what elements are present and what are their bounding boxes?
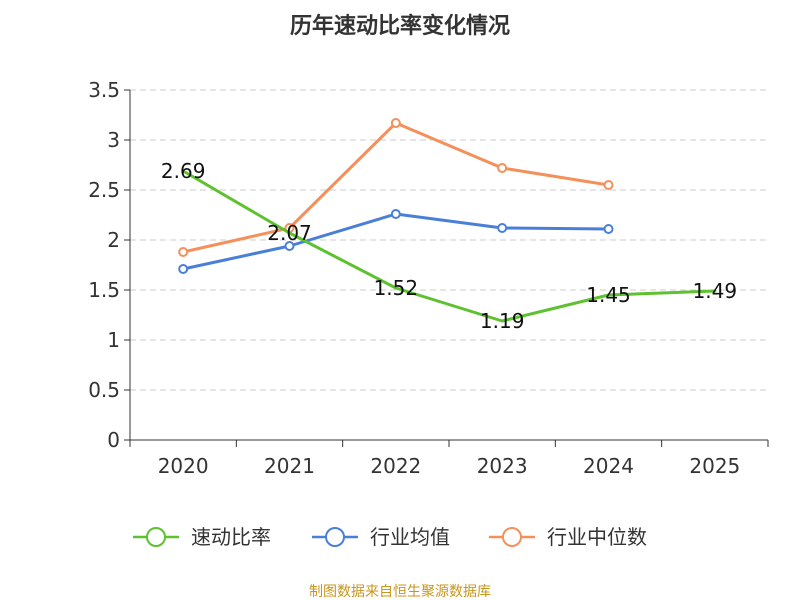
series-point-2: [390, 118, 401, 128]
y-tick-label: 2: [107, 228, 120, 252]
x-tick-label: 2020: [158, 454, 209, 478]
legend-item-2[interactable]: 行业中位数: [489, 525, 647, 549]
legend-label: 行业中位数: [547, 525, 647, 549]
data-label: 1.19: [480, 309, 525, 333]
legend-label: 速动比率: [191, 525, 271, 549]
chart-title: 历年速动比率变化情况: [290, 13, 510, 39]
series-point-2: [603, 180, 614, 190]
series-line-1: [181, 212, 610, 271]
x-tick-label: 2025: [689, 454, 740, 478]
legend-marker: [146, 527, 166, 547]
data-label: 2.07: [267, 221, 312, 245]
x-tick-label: 2021: [264, 454, 315, 478]
x-tick-label: 2024: [583, 454, 634, 478]
data-label: 2.69: [161, 159, 206, 183]
series-point-1: [178, 264, 189, 274]
legend-marker: [502, 527, 522, 547]
series-point-1: [284, 241, 295, 251]
y-tick-label: 0: [107, 428, 120, 452]
data-labels: 2.69 2.07 1.52 1.19 1.45 1.49: [161, 159, 737, 333]
legend-item-1[interactable]: 行业均值: [312, 525, 450, 549]
series-point-1: [497, 223, 508, 233]
source-note: 制图数据来自恒生聚源数据库: [309, 584, 491, 600]
series-point-1: [390, 209, 401, 219]
series-point-2: [497, 163, 508, 173]
legend-item-0[interactable]: 速动比率: [133, 525, 271, 549]
x-tick-label: 2022: [370, 454, 421, 478]
y-tick-label: 1.5: [88, 278, 120, 302]
series-line-2: [181, 121, 610, 254]
y-tick-label: 1: [107, 328, 120, 352]
data-label: 1.45: [586, 283, 631, 307]
y-tick-label: 0.5: [88, 378, 120, 402]
series-line-0: [181, 169, 717, 323]
series-point-1: [603, 224, 614, 234]
y-tick-label: 3.5: [88, 78, 120, 102]
data-label: 1.49: [693, 279, 738, 303]
legend-marker: [325, 527, 345, 547]
series-point-2: [178, 247, 189, 257]
data-label: 1.52: [374, 276, 419, 300]
grid-lines: [130, 89, 768, 391]
series-group: [178, 118, 717, 323]
x-tick-label: 2023: [477, 454, 528, 478]
y-tick-label: 2.5: [88, 178, 120, 202]
y-tick-label: 3: [107, 128, 120, 152]
legend: 速动比率 行业均值 行业中位数: [133, 525, 647, 549]
legend-label: 行业均值: [370, 525, 450, 549]
